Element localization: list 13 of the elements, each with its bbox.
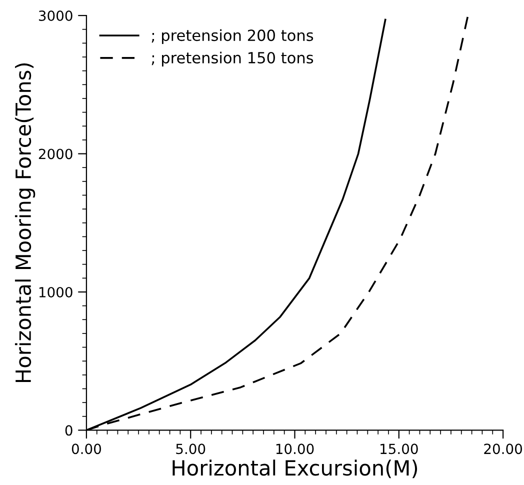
x-tick-label: 10.00 xyxy=(276,444,314,454)
y-tick-label: 3000 xyxy=(38,10,72,21)
x-tick-label: 0.00 xyxy=(72,444,101,454)
y-axis-title: Horizontal Mooring Force(Tons) xyxy=(14,63,36,382)
y-tick-label: 1000 xyxy=(39,286,72,298)
y-tick-label: 2000 xyxy=(38,148,72,160)
x-axis-title: Horizontal Excursion(M) xyxy=(172,460,418,478)
x-tick-label: 20.00 xyxy=(484,444,522,454)
legend-label: ; pretension 200 tons xyxy=(152,29,314,44)
y-tick-label: 0 xyxy=(65,425,72,436)
x-tick-label: 15.00 xyxy=(380,444,418,454)
x-tick-label: 5.00 xyxy=(176,444,206,454)
legend-label: ; pretension 150 tons xyxy=(152,52,314,66)
